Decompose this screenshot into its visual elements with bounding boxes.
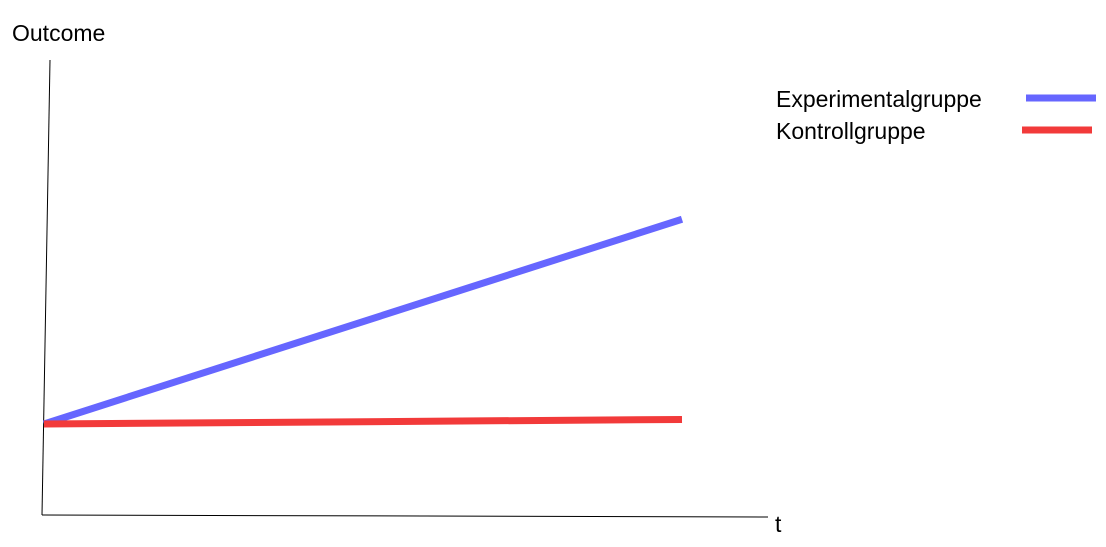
series-line-kontrollgruppe: [43, 415, 683, 428]
x-axis-label: t: [775, 511, 782, 537]
series-line-experimentalgruppe: [42, 215, 684, 428]
y-axis-label: Outcome: [12, 20, 105, 46]
legend: Experimentalgruppe Kontrollgruppe: [776, 86, 1096, 144]
legend-label-experimentalgruppe: Experimentalgruppe: [776, 86, 982, 112]
y-axis: [41, 59, 51, 516]
x-axis: [41, 514, 769, 518]
series-layer: [42, 215, 684, 428]
legend-label-kontrollgruppe: Kontrollgruppe: [776, 118, 926, 144]
